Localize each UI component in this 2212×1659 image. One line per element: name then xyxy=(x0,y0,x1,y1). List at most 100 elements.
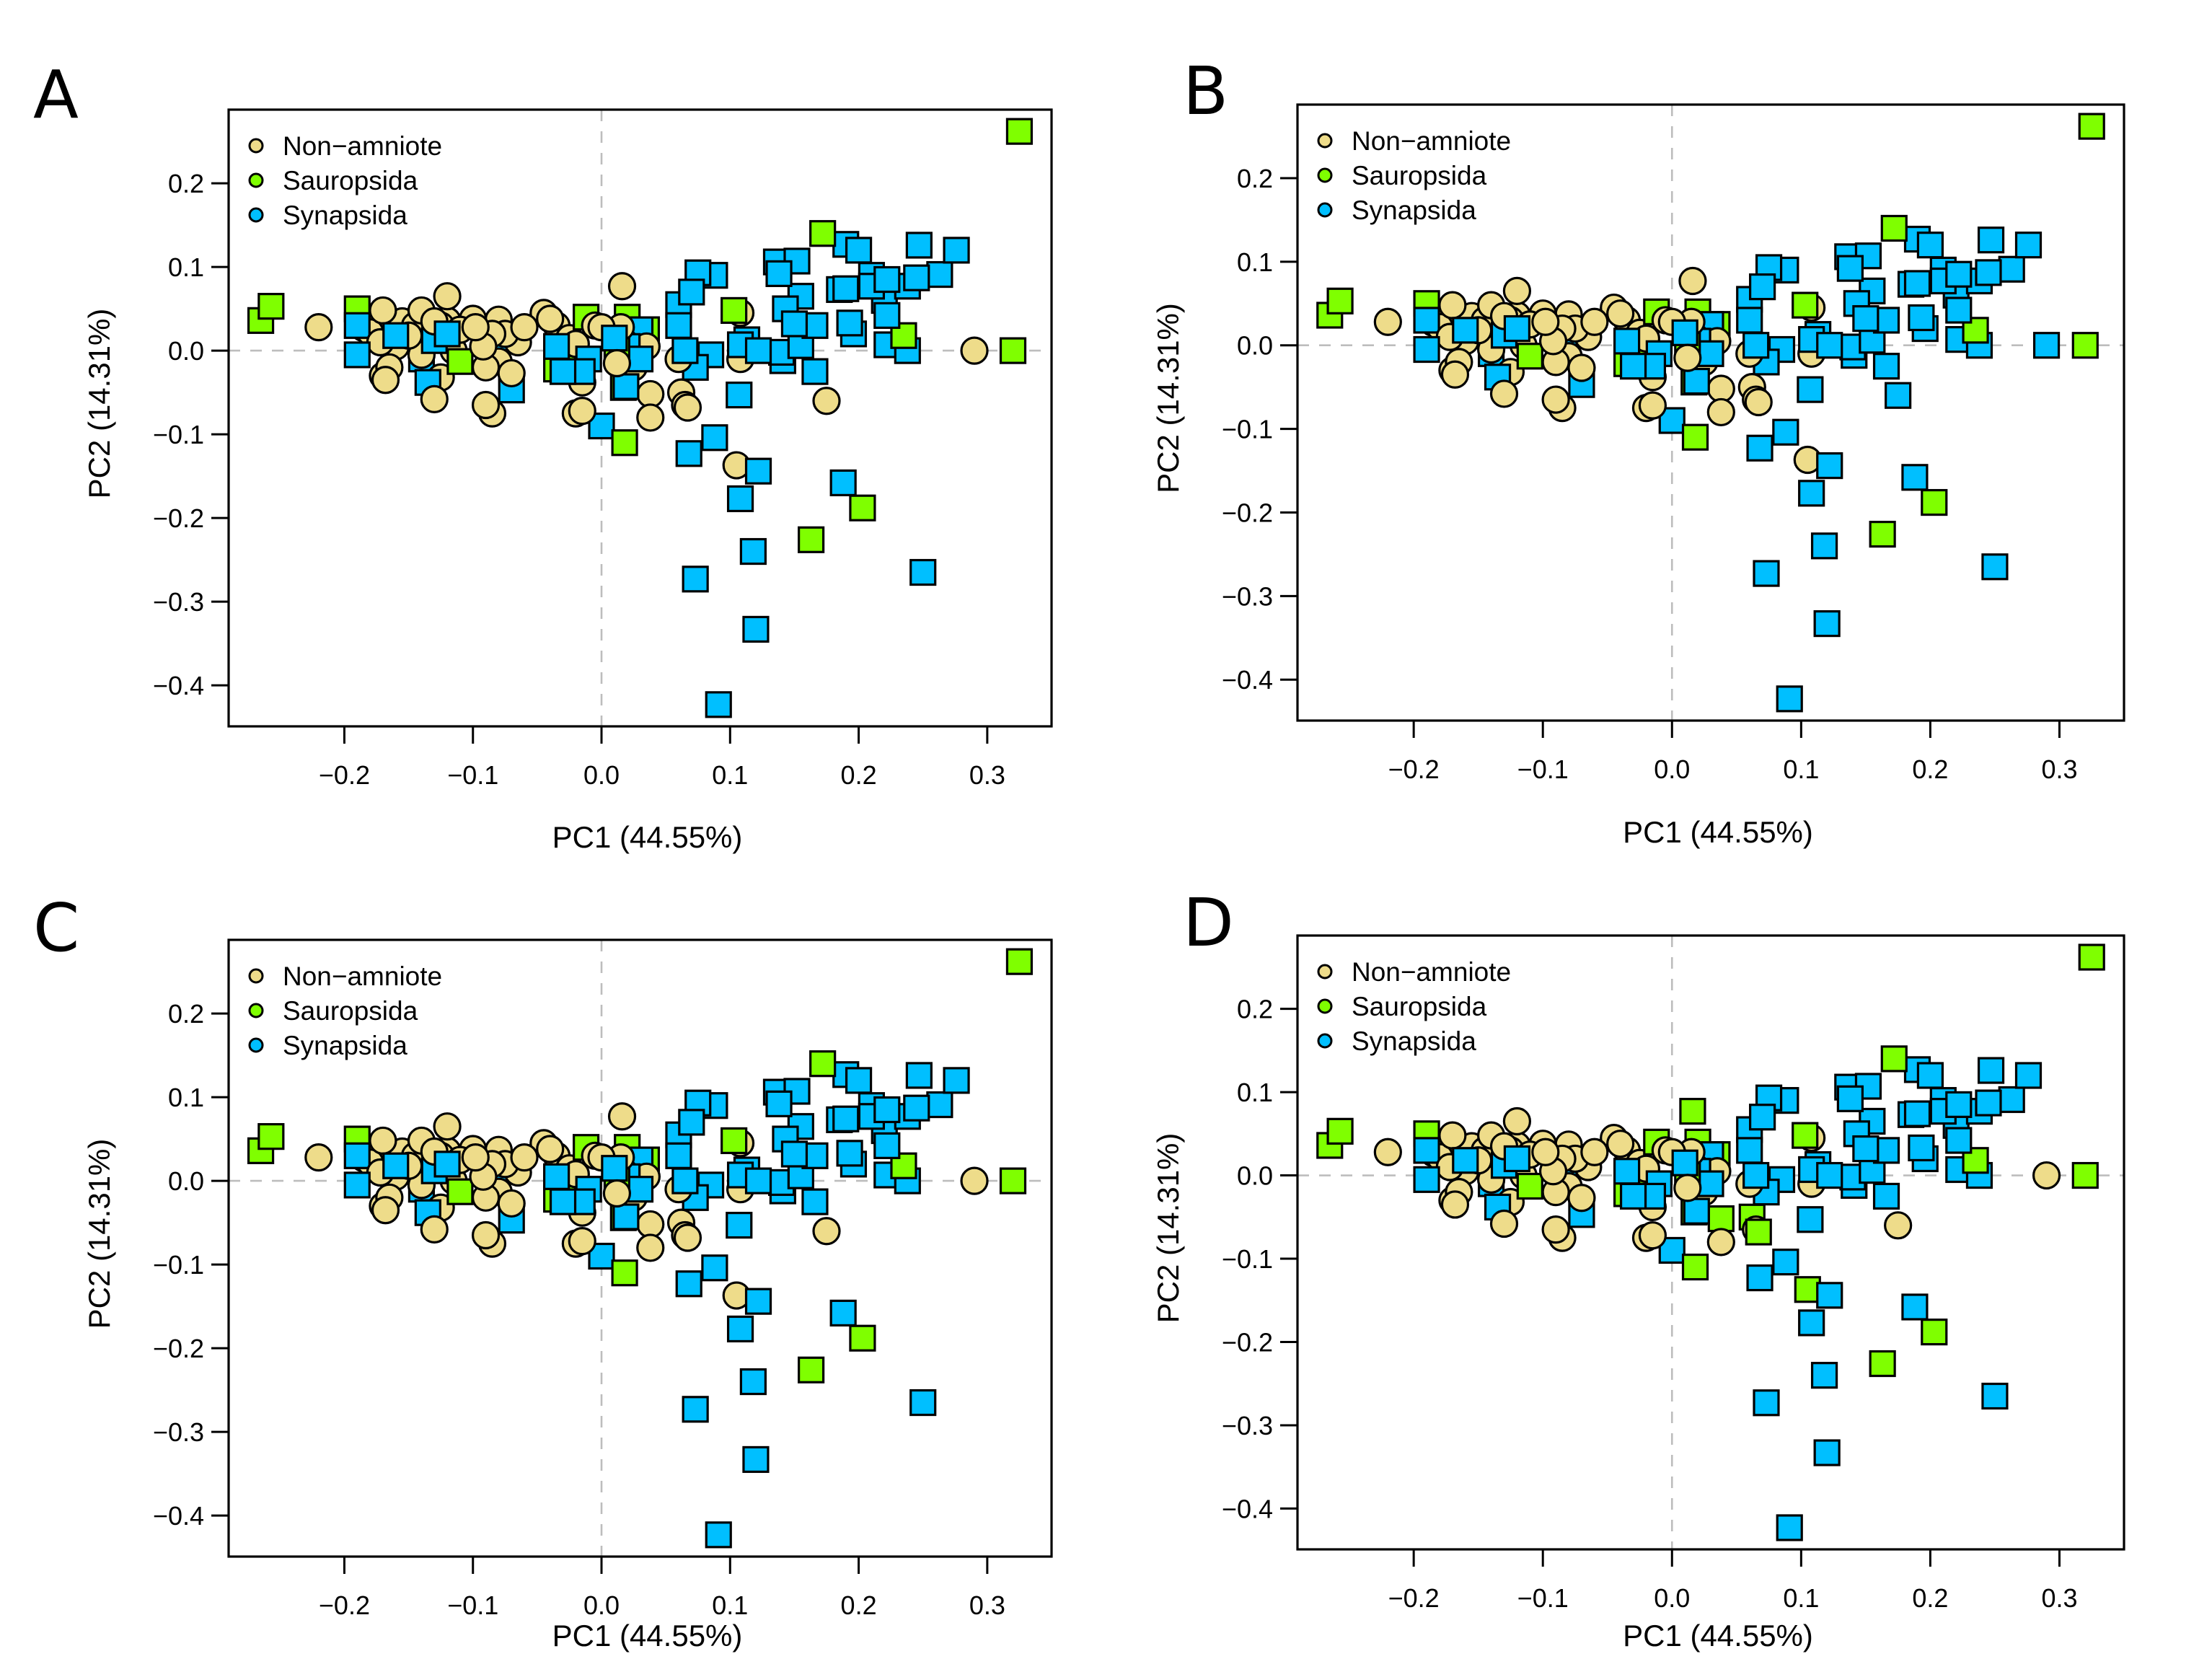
point-non-amniote xyxy=(1638,391,1667,420)
point-sauropsida xyxy=(999,1167,1027,1194)
y-tick-label: −0.2 xyxy=(1222,498,1273,527)
legend-item-non-amniote: Non−amniote xyxy=(248,961,442,991)
point-non-amniote xyxy=(497,1189,526,1218)
point-synapsida xyxy=(744,457,772,485)
y-tick-label: 0.0 xyxy=(168,1166,204,1196)
point-synapsida xyxy=(829,469,857,497)
point-sauropsida xyxy=(809,220,837,247)
point-synapsida xyxy=(801,1188,829,1215)
legend-label: Synapsida xyxy=(1352,195,1476,225)
legend-marker xyxy=(248,172,264,188)
point-synapsida xyxy=(433,320,461,348)
point-sauropsida xyxy=(798,1356,825,1383)
point-synapsida xyxy=(726,381,753,409)
y-axis-title: PC2 (14.31%) xyxy=(82,1139,116,1329)
legend-marker xyxy=(248,1003,264,1018)
legend-item-sauropsida: Sauropsida xyxy=(1317,161,1487,190)
point-synapsida xyxy=(873,1132,901,1159)
point-non-amniote xyxy=(1706,374,1735,403)
point-synapsida xyxy=(343,1171,371,1199)
point-sauropsida xyxy=(2071,332,2099,359)
point-synapsida xyxy=(1413,1166,1440,1193)
point-non-amniote xyxy=(1678,266,1707,296)
point-synapsida xyxy=(1945,296,1973,324)
legend-marker xyxy=(1317,133,1333,149)
y-tick-label: 0.2 xyxy=(168,169,204,198)
point-synapsida xyxy=(801,358,829,385)
point-synapsida xyxy=(612,373,640,400)
point-synapsida xyxy=(1836,255,1864,282)
point-synapsida xyxy=(705,691,732,718)
point-synapsida xyxy=(1872,1182,1900,1210)
point-non-amniote xyxy=(1541,385,1570,414)
point-non-amniote xyxy=(1373,307,1402,336)
point-non-amniote xyxy=(1567,1184,1596,1213)
point-synapsida xyxy=(836,1140,863,1167)
data-points xyxy=(247,118,1034,718)
point-synapsida xyxy=(343,1142,371,1169)
point-sauropsida xyxy=(611,1259,638,1287)
point-non-amniote xyxy=(636,1233,665,1262)
point-synapsida xyxy=(382,322,410,349)
point-synapsida xyxy=(765,260,793,287)
point-non-amniote xyxy=(1373,1137,1402,1166)
x-tick-label: 0.0 xyxy=(583,760,620,790)
point-synapsida xyxy=(742,1445,770,1474)
point-non-amniote xyxy=(607,1102,637,1131)
legend-item-synapsida: Synapsida xyxy=(248,201,407,230)
panel-letter: B xyxy=(1183,53,1228,130)
point-synapsida xyxy=(1998,255,2025,283)
point-synapsida xyxy=(705,1521,732,1549)
point-sauropsida xyxy=(1745,1218,1772,1246)
point-synapsida xyxy=(744,1288,772,1315)
point-synapsida xyxy=(1746,434,1773,462)
legend-label: Sauropsida xyxy=(1352,161,1487,190)
point-sauropsida xyxy=(1516,1172,1543,1200)
point-synapsida xyxy=(1872,353,1900,380)
point-synapsida xyxy=(943,1067,970,1094)
legend-label: Synapsida xyxy=(283,201,407,230)
x-tick-label: 0.2 xyxy=(1912,1583,1948,1613)
x-tick-label: 0.0 xyxy=(583,1590,620,1620)
point-sauropsida xyxy=(1681,423,1709,451)
point-synapsida xyxy=(1413,307,1440,334)
x-tick-label: 0.0 xyxy=(1654,1583,1690,1613)
point-synapsida xyxy=(742,615,770,643)
point-synapsida xyxy=(682,1396,709,1423)
point-synapsida xyxy=(1885,382,1912,409)
legend-marker xyxy=(248,1037,264,1053)
legend-label: Synapsida xyxy=(283,1031,407,1060)
point-synapsida xyxy=(1613,1158,1641,1185)
y-tick-label: −0.1 xyxy=(1222,1244,1273,1274)
point-sauropsida xyxy=(1326,287,1354,314)
point-synapsida xyxy=(1413,1137,1440,1164)
legend-label: Sauropsida xyxy=(1352,992,1487,1021)
point-non-amniote xyxy=(673,393,702,422)
point-synapsida xyxy=(343,341,371,369)
point-non-amniote xyxy=(1502,276,1532,306)
point-synapsida xyxy=(1797,1206,1824,1233)
x-tick-label: 0.3 xyxy=(2041,754,2077,784)
point-synapsida xyxy=(1903,1100,1931,1127)
point-non-amniote xyxy=(371,366,400,395)
y-tick-label: −0.1 xyxy=(1222,415,1273,444)
point-non-amniote xyxy=(471,1220,501,1250)
y-tick-label: 0.1 xyxy=(1237,247,1273,277)
legend-item-sauropsida: Sauropsida xyxy=(248,996,418,1026)
point-non-amniote xyxy=(1502,1106,1532,1136)
point-non-amniote xyxy=(568,1227,596,1256)
point-synapsida xyxy=(1503,1145,1531,1173)
point-sauropsida xyxy=(1792,1122,1819,1149)
point-synapsida xyxy=(780,1140,808,1168)
point-synapsida xyxy=(1619,353,1647,380)
point-sauropsida xyxy=(2078,943,2105,971)
point-sauropsida xyxy=(446,1178,474,1205)
point-synapsida xyxy=(909,558,937,586)
legend: Non−amniote Sauropsida Synapsida xyxy=(1317,126,1511,225)
point-synapsida xyxy=(1452,317,1479,344)
legend-marker xyxy=(248,207,264,223)
point-synapsida xyxy=(2014,232,2043,259)
point-synapsida xyxy=(1772,1249,1799,1276)
point-sauropsida xyxy=(1679,1098,1706,1125)
point-synapsida xyxy=(1776,1514,1803,1541)
